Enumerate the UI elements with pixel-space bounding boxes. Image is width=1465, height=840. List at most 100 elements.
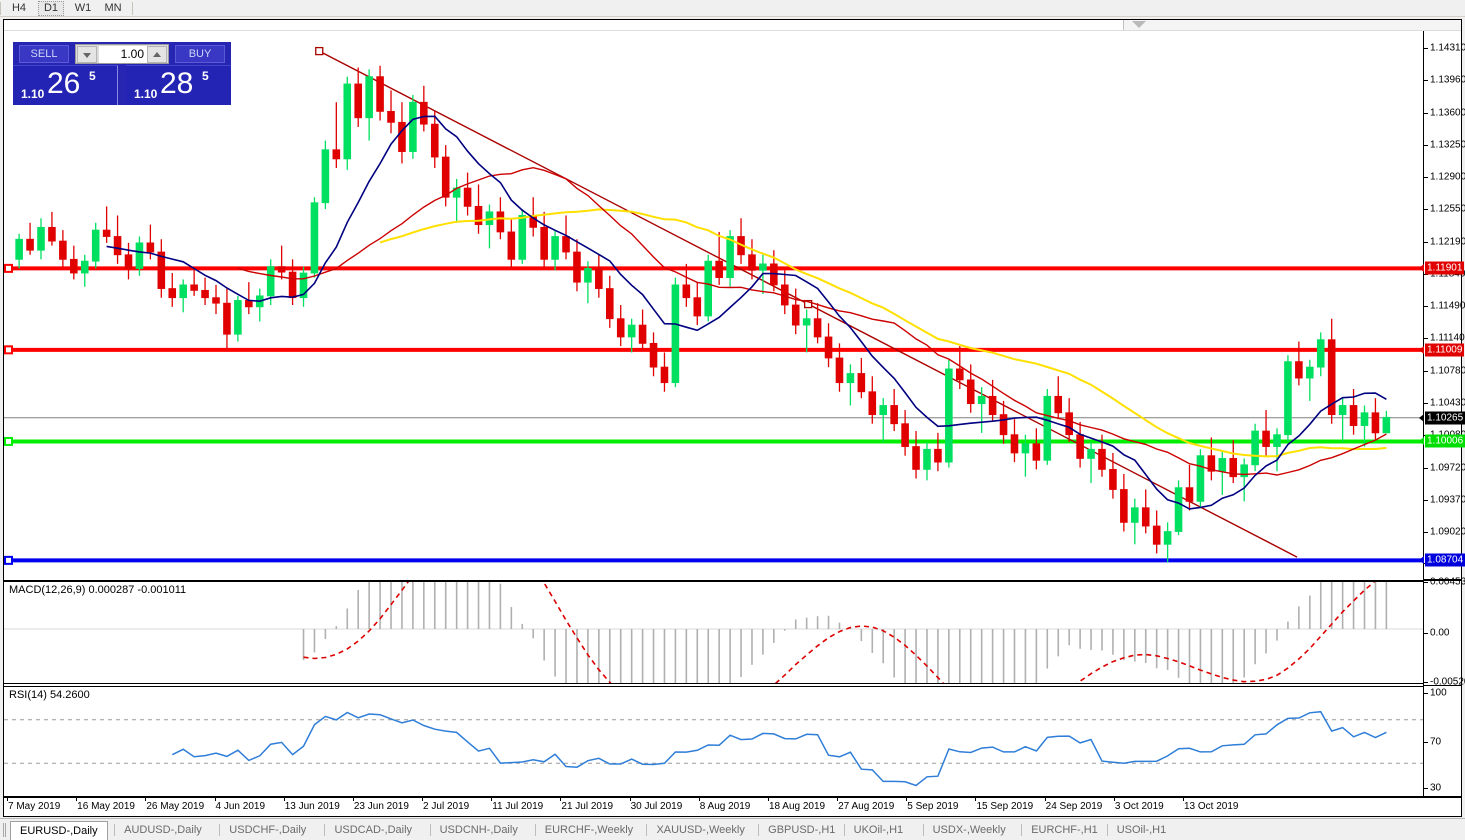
price-tag-1.10006[interactable]: 1.10006 bbox=[1425, 434, 1465, 448]
hline-anchor-target bbox=[4, 555, 13, 565]
rsi-tick-label: 30 bbox=[1430, 782, 1442, 794]
tab-divider bbox=[646, 824, 648, 836]
scale-tick bbox=[1424, 682, 1428, 683]
toolbar-divider bbox=[0, 2, 1, 15]
date-tick bbox=[145, 798, 147, 801]
buy-price-display[interactable]: 1.10 28 5 bbox=[126, 65, 231, 105]
chart-tab-xauusd-weekly[interactable]: XAUUSD-,Weekly bbox=[656, 824, 745, 836]
hline-anchor-support bbox=[4, 436, 13, 446]
macd-pane[interactable]: MACD(12,26,9) 0.000287 -0.001011 bbox=[4, 580, 1423, 684]
price-tick bbox=[1424, 48, 1428, 50]
date-tick-label: 15 Sep 2019 bbox=[976, 801, 1034, 812]
rsi-tick-label: 100 bbox=[1430, 687, 1447, 699]
sell-button[interactable]: SELL bbox=[19, 45, 69, 63]
sell-price-display[interactable]: 1.10 26 5 bbox=[13, 65, 118, 105]
date-tick-label: 11 Jul 2019 bbox=[492, 801, 544, 812]
tab-divider bbox=[429, 824, 431, 836]
chart-tab-eurusd-daily[interactable]: EURUSD-,Daily bbox=[10, 821, 108, 840]
volume-increase-button[interactable] bbox=[147, 46, 167, 63]
chart-tab-usdchf-daily[interactable]: USDCHF-,Daily bbox=[229, 824, 307, 836]
date-tick-label: 18 Aug 2019 bbox=[768, 801, 826, 812]
oct-controls-row: SELL BUY bbox=[13, 42, 231, 65]
price-tick-label: 1.12900 bbox=[1430, 171, 1465, 183]
trendline-anchor-start bbox=[315, 46, 324, 56]
chart-tab-usdx-weekly[interactable]: USDX-,Weekly bbox=[932, 824, 1006, 836]
date-tick bbox=[76, 798, 78, 801]
chart-horizontal-scrollbar[interactable] bbox=[4, 20, 1461, 31]
price-tag-arrow bbox=[1419, 264, 1424, 273]
price-tag-1.10265[interactable]: 1.10265 bbox=[1425, 411, 1465, 425]
candle-series bbox=[15, 65, 1391, 563]
ma-slow-line bbox=[379, 208, 1387, 458]
chart-tab-eurchf-weekly[interactable]: EURCHF-,Weekly bbox=[544, 824, 634, 836]
date-tick bbox=[214, 798, 216, 801]
date-tick-label: 4 Jun 2019 bbox=[215, 801, 266, 812]
macd-tick-label: -0.005205 bbox=[1430, 676, 1465, 688]
price-tag-arrow bbox=[1419, 345, 1424, 354]
price-tick bbox=[1424, 305, 1428, 307]
tab-divider bbox=[922, 824, 924, 836]
price-tick bbox=[1424, 499, 1428, 501]
buy-price-pips: 28 bbox=[160, 67, 194, 100]
date-tick-label: 26 May 2019 bbox=[146, 801, 205, 812]
chart-tab-strip[interactable]: EURUSD-,Daily AUDUSD-,Daily USDCHF-,Daily U… bbox=[0, 818, 1465, 840]
tab-divider bbox=[324, 824, 326, 836]
price-tick-label: 1.13600 bbox=[1430, 107, 1465, 119]
chart-tab-usdcnh-daily[interactable]: USDCNH-,Daily bbox=[439, 824, 518, 836]
chart-tab-eurchf-h1[interactable]: EURCHF-,H1 bbox=[1031, 824, 1098, 836]
price-pane[interactable] bbox=[4, 31, 1423, 579]
date-tick bbox=[283, 798, 285, 801]
sell-price-prefix: 1.10 bbox=[21, 87, 45, 101]
date-tick-label: 8 Aug 2019 bbox=[699, 801, 751, 812]
date-tick bbox=[422, 798, 424, 801]
price-tick bbox=[1424, 337, 1428, 339]
rsi-pane[interactable]: RSI(14) 54.2600 bbox=[4, 686, 1423, 797]
scale-tick bbox=[1424, 788, 1428, 789]
chart-tab-usdcad-daily[interactable]: USDCAD-,Daily bbox=[334, 824, 413, 836]
date-tick bbox=[7, 798, 8, 801]
price-tag-arrow bbox=[1419, 437, 1424, 446]
price-tick-label: 1.13250 bbox=[1430, 139, 1465, 151]
price-scale[interactable]: 1.14310 1.13960 1.13600 1.13250 1.12900 1.125… bbox=[1419, 31, 1465, 820]
scale-pane-divider bbox=[1424, 685, 1462, 686]
price-tick-label: 1.09020 bbox=[1430, 526, 1465, 537]
sell-price-fraction: 5 bbox=[89, 69, 96, 83]
timeframe-w1[interactable]: W1 bbox=[74, 2, 92, 14]
chart-tab-ukoil-h1[interactable]: UKOil-,H1 bbox=[853, 824, 904, 836]
price-tick bbox=[1424, 370, 1428, 372]
chart-shift-marker-icon[interactable] bbox=[1132, 21, 1146, 28]
price-tick bbox=[1424, 209, 1428, 211]
date-tick-label: 3 Oct 2019 bbox=[1114, 801, 1164, 812]
date-tick-label: 13 Jun 2019 bbox=[284, 801, 340, 812]
price-tag-1.08704[interactable]: 1.08704 bbox=[1425, 553, 1465, 567]
buy-button[interactable]: BUY bbox=[175, 45, 225, 63]
scrollbar-thumb[interactable] bbox=[4, 20, 1124, 30]
date-tick-label: 7 May 2019 bbox=[8, 801, 61, 812]
date-tick bbox=[767, 798, 769, 801]
price-tick-label: 1.12190 bbox=[1430, 236, 1465, 248]
volume-decrease-button[interactable] bbox=[77, 46, 97, 63]
chart-tab-audusd-daily[interactable]: AUDUSD-,Daily bbox=[124, 824, 202, 836]
chart-tab-usoil-h1[interactable]: USOil-,H1 bbox=[1116, 824, 1167, 836]
date-tick-label: 5 Sep 2019 bbox=[907, 801, 959, 812]
timeframe-d1[interactable]: D1 bbox=[38, 1, 64, 16]
volume-stepper[interactable] bbox=[75, 44, 169, 64]
date-tick-label: 23 Jun 2019 bbox=[353, 801, 409, 812]
volume-input[interactable] bbox=[99, 46, 147, 63]
tab-divider bbox=[219, 824, 221, 836]
date-scale[interactable]: 7 May 2019 16 May 2019 26 May 2019 4 Jun 20… bbox=[4, 797, 1461, 816]
price-tag-1.11009[interactable]: 1.11009 bbox=[1425, 343, 1465, 357]
price-tick-label: 1.10080 bbox=[1430, 429, 1465, 440]
timeframe-mn[interactable]: MN bbox=[104, 2, 122, 14]
price-tag-1.11901[interactable]: 1.11901 bbox=[1425, 261, 1465, 275]
date-tick-label: 16 May 2019 bbox=[77, 801, 135, 812]
tab-divider bbox=[758, 824, 760, 836]
tabstrip-grip[interactable] bbox=[3, 823, 6, 837]
macd-plot bbox=[4, 582, 1423, 683]
one-click-trading-panel[interactable]: SELL BUY 1.10 26 5 1.10 28 5 bbox=[13, 42, 231, 105]
chart-tab-gbpusd-h1[interactable]: GBPUSD-,H1 bbox=[768, 824, 836, 836]
hline-anchor-resistance-1 bbox=[4, 263, 13, 273]
timeframe-h4[interactable]: H4 bbox=[11, 2, 27, 14]
date-tick bbox=[491, 798, 493, 801]
macd-tick-label: 0.004536 bbox=[1430, 576, 1465, 588]
